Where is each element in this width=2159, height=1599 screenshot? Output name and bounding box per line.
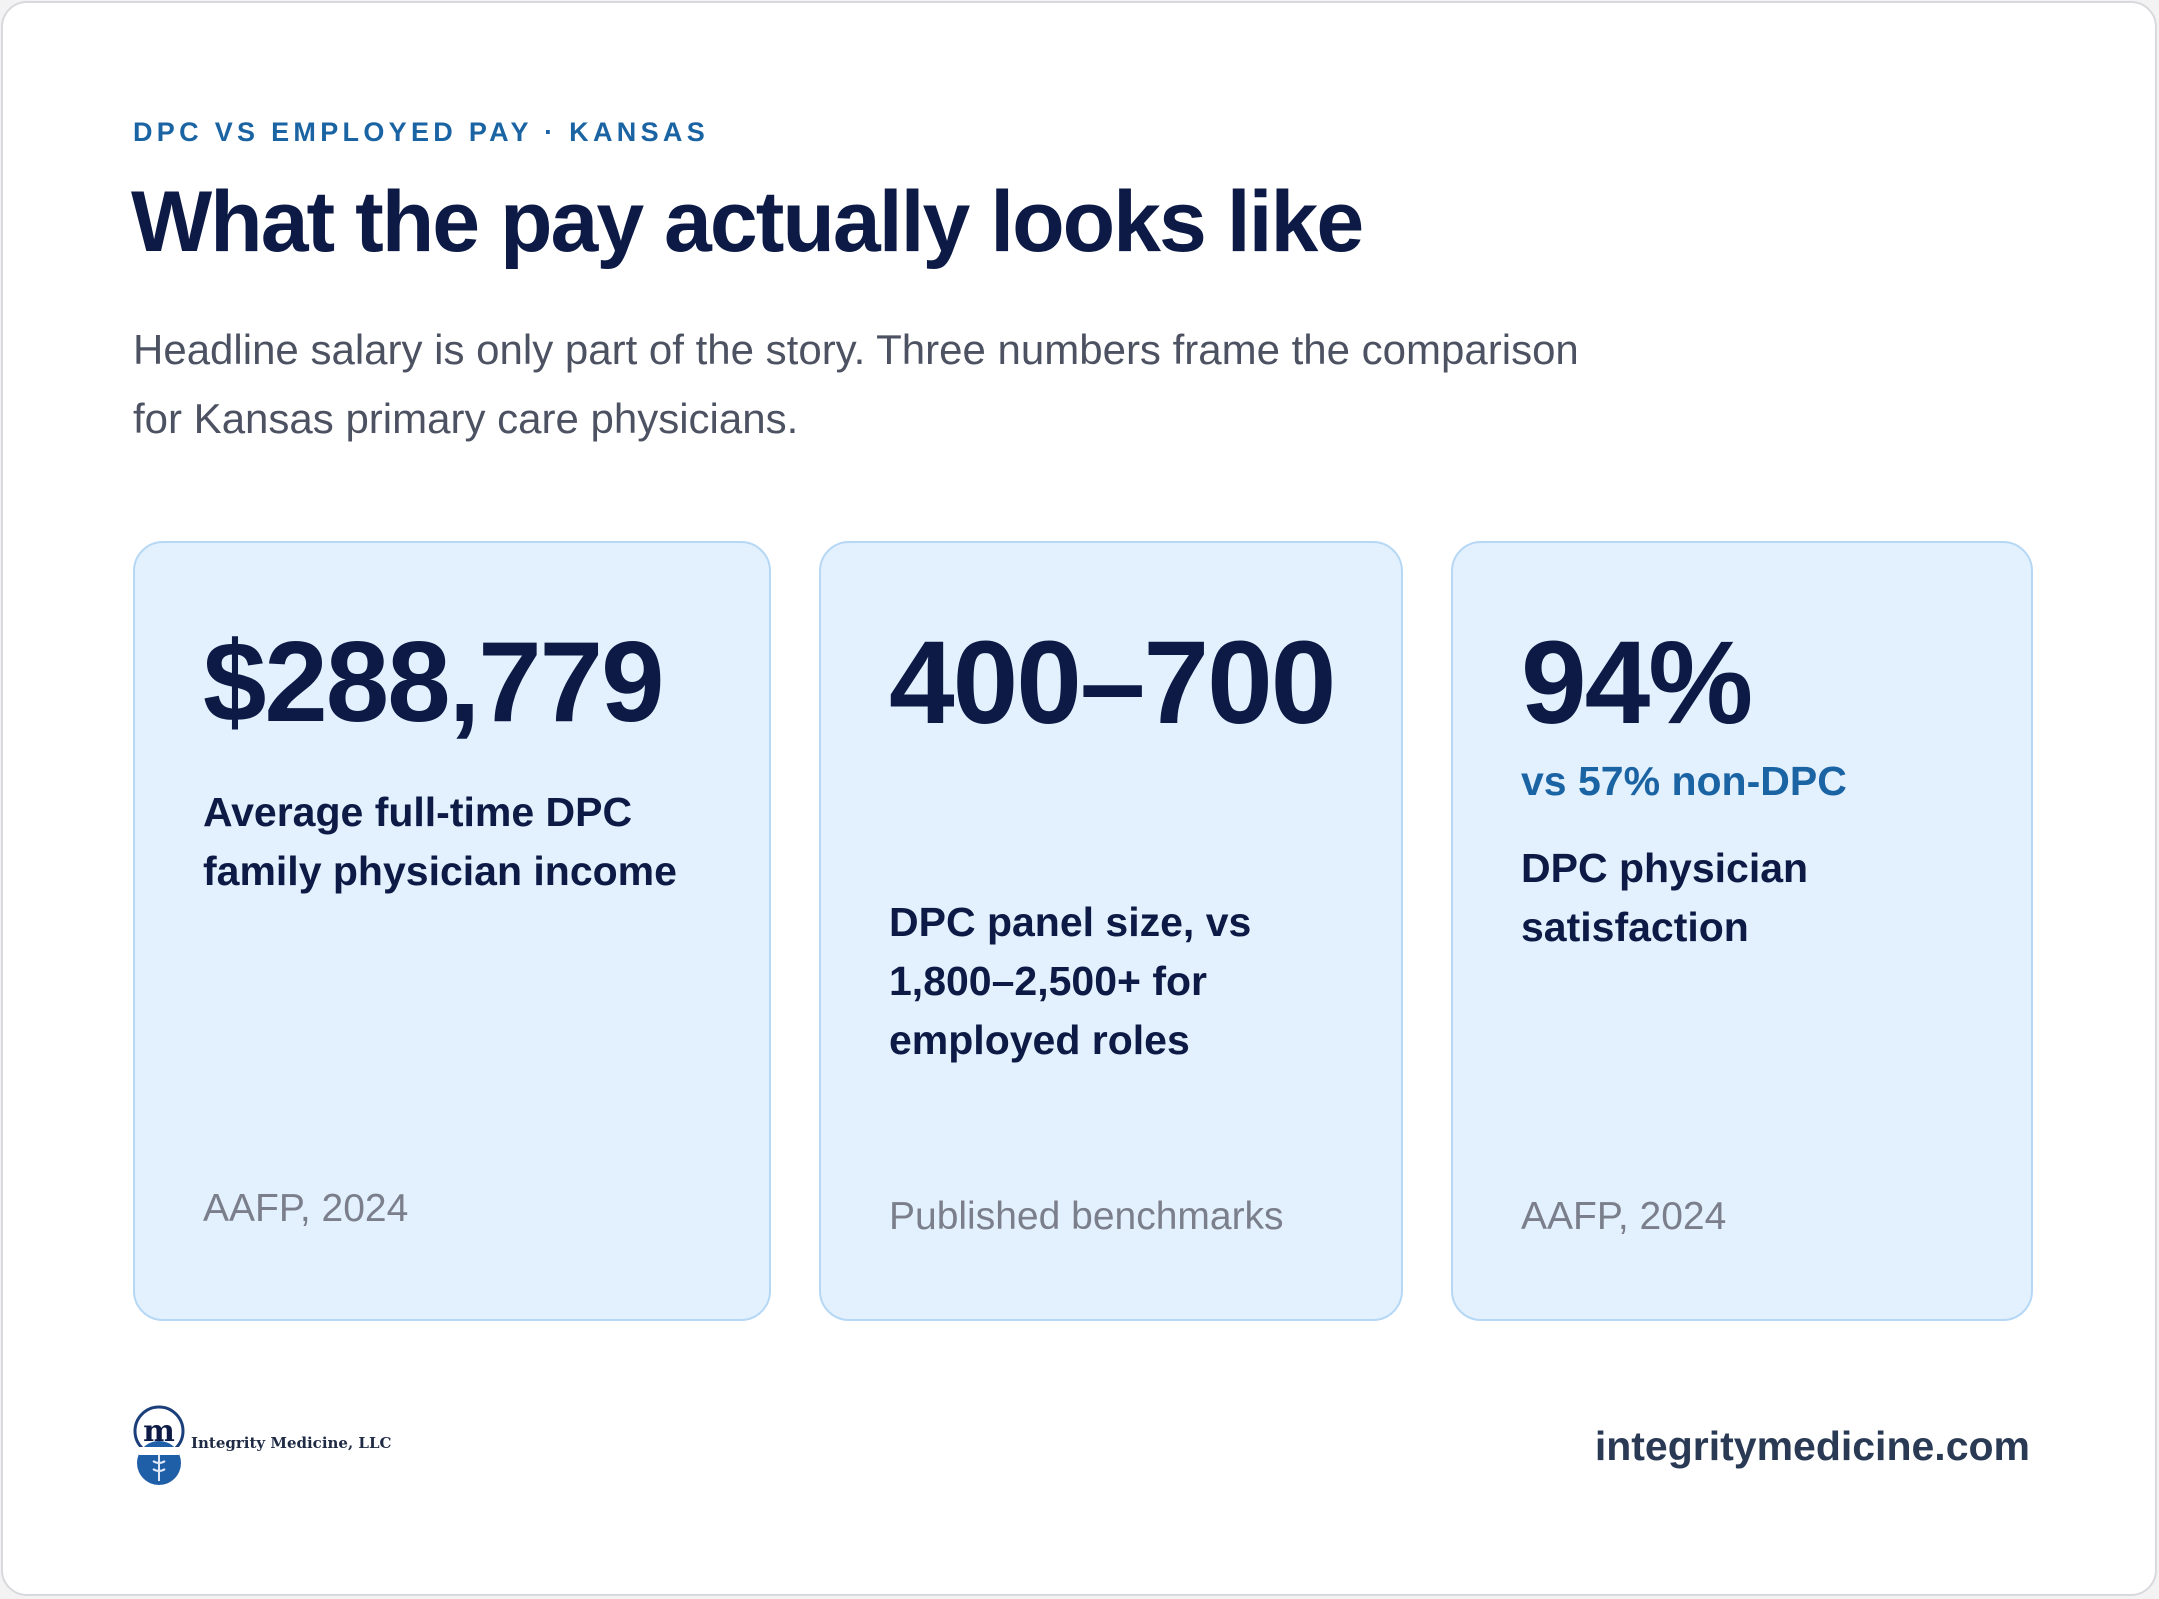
page-title: What the pay actually looks like: [131, 174, 1364, 270]
stat-description: DPC panel size, vs 1,800–2,500+ for empl…: [889, 899, 1252, 1063]
stat-card-satisfaction: 94% vs 57% non-DPC DPC physician satisfa…: [1451, 541, 2033, 1321]
stat-source: Published benchmarks: [889, 1195, 1284, 1238]
stat-value: 94%: [1521, 617, 1753, 749]
stat-value: 400–700: [889, 617, 1336, 749]
stat-card-income: $288,779 Average full-time DPC family ph…: [133, 541, 771, 1321]
stat-source: AAFP, 2024: [203, 1187, 409, 1230]
page-subtitle: Headline salary is only part of the stor…: [133, 326, 1579, 442]
stat-card-panel-size: 400–700 DPC panel size, vs 1,800–2,500+ …: [819, 541, 1403, 1321]
eyebrow-label: DPC VS EMPLOYED PAY · KANSAS: [133, 117, 709, 147]
stat-source: AAFP, 2024: [1521, 1195, 1727, 1238]
stat-value: $288,779: [203, 619, 664, 746]
website-link[interactable]: integritymedicine.com: [1594, 1423, 2030, 1469]
logo-text: Integrity Medicine, LLC: [191, 1434, 392, 1452]
stat-description: Average full-time DPC family physician i…: [203, 789, 677, 894]
stat-description: DPC physician satisfaction: [1521, 845, 1809, 950]
stat-comparison: vs 57% non-DPC: [1521, 758, 1847, 804]
integrity-medicine-logo-icon: m: [133, 1405, 185, 1485]
